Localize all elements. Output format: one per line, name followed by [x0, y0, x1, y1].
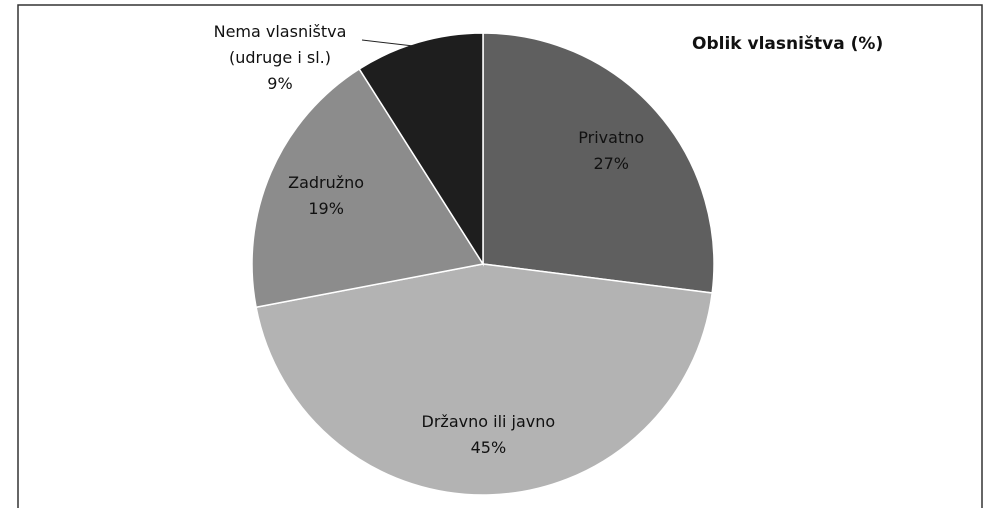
- value-label: 27%: [593, 153, 629, 173]
- category-label: Privatno: [578, 127, 645, 147]
- leader-line: [361, 39, 415, 47]
- slice-label: Državno ili javno 45%: [422, 409, 556, 461]
- value-label: 9%: [267, 74, 293, 93]
- slice-label: Nema vlasništva (udruge i sl.) 9%: [195, 19, 365, 97]
- category-label: Nema vlasništva (udruge i sl.): [213, 22, 347, 67]
- chart-frame: [17, 4, 983, 508]
- pie-slice: [358, 32, 484, 267]
- category-label: Državno ili javno: [421, 411, 556, 431]
- pie-slice: [482, 32, 715, 294]
- value-label: 45%: [470, 437, 507, 457]
- pie-slice: [255, 263, 714, 496]
- category-label: Zadružno: [288, 173, 365, 193]
- chart-title: Oblik vlasništva (%): [692, 34, 884, 54]
- slice-label: Zadružno 19%: [288, 170, 364, 222]
- slice-label: Privatno 27%: [578, 125, 644, 177]
- value-label: 19%: [308, 199, 344, 219]
- pie-slice: [251, 67, 485, 309]
